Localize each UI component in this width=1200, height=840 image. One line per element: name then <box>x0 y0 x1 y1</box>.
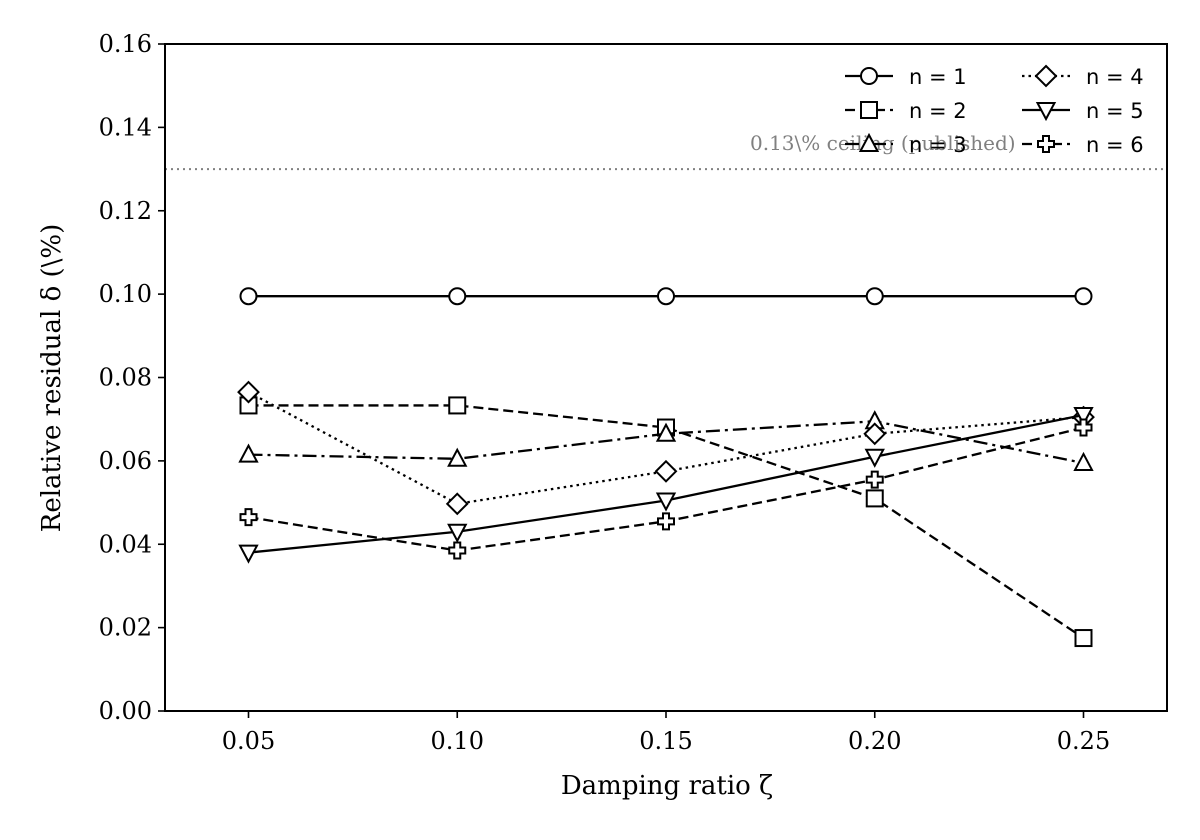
data-point <box>238 544 259 564</box>
data-point <box>655 422 677 442</box>
legend-item: n = 1 <box>845 65 967 89</box>
y-tick-label: 0.02 <box>99 614 152 642</box>
y-tick-label: 0.14 <box>99 113 152 141</box>
x-axis-title: Damping ratio ζ <box>561 771 773 801</box>
legend-label: n = 1 <box>909 65 967 89</box>
data-point <box>448 396 467 415</box>
legend-label: n = 4 <box>1086 65 1144 89</box>
legend-item: n = 2 <box>845 99 967 123</box>
legend-marker <box>1037 135 1055 153</box>
series-1 <box>239 287 1093 306</box>
y-tick-label: 0.10 <box>99 280 152 308</box>
legend-label: n = 5 <box>1086 99 1144 123</box>
legend-item: n = 6 <box>1022 133 1144 157</box>
data-point <box>1073 407 1094 427</box>
data-point <box>448 287 467 306</box>
x-tick-label: 0.15 <box>639 727 692 755</box>
y-tick-label: 0.12 <box>99 197 152 225</box>
x-tick-label: 0.05 <box>222 727 275 755</box>
legend-item: n = 5 <box>1022 99 1144 123</box>
legend-item: n = 3 <box>845 132 967 157</box>
data-point <box>238 443 259 463</box>
y-tick-label: 0.00 <box>99 697 152 725</box>
data-point <box>1074 287 1093 306</box>
legend-label: n = 3 <box>909 133 967 157</box>
y-tick-label: 0.04 <box>99 530 152 558</box>
series-6 <box>239 418 1093 560</box>
data-point <box>445 492 469 516</box>
y-tick-label: 0.08 <box>99 364 152 392</box>
data-point <box>1074 629 1093 648</box>
data-point <box>448 541 467 560</box>
legend-label: n = 2 <box>909 99 967 123</box>
data-point <box>239 287 258 306</box>
data-point <box>657 512 675 531</box>
plot-area: 0.13\% ceiling (published)0.05 0.10 0.15 0.… <box>99 30 1168 755</box>
data-point <box>447 523 468 543</box>
data-point <box>1073 451 1094 471</box>
data-point <box>657 287 675 306</box>
legend-marker <box>1034 64 1058 88</box>
legend-marker <box>860 101 878 119</box>
data-point <box>864 448 885 468</box>
data-point <box>865 287 884 306</box>
data-point <box>237 380 260 404</box>
legend-label: n = 6 <box>1086 133 1144 157</box>
x-tick-label: 0.10 <box>431 727 484 755</box>
data-point <box>447 447 468 467</box>
legend-marker <box>860 67 878 85</box>
data-point <box>239 508 258 527</box>
series-3 <box>238 410 1094 471</box>
x-tick-label: 0.25 <box>1057 727 1110 755</box>
data-point <box>863 422 887 446</box>
series-line <box>248 404 1085 640</box>
x-tick-label: 0.20 <box>848 727 901 755</box>
y-axis-title: Relative residual δ (\%) <box>37 224 67 533</box>
data-point <box>1074 418 1093 437</box>
data-point <box>654 459 678 483</box>
data-point <box>865 470 884 489</box>
y-tick-label: 0.16 <box>99 30 152 58</box>
legend-item: n = 4 <box>1022 64 1144 89</box>
legend: n = 1 n = 2 n = 3 n = 4 n = 5 n = 6 <box>845 64 1144 157</box>
data-point <box>865 489 884 508</box>
series-line <box>247 391 1084 506</box>
data-point <box>655 492 677 512</box>
legend-marker <box>1035 102 1057 122</box>
legend-marker <box>858 132 880 152</box>
y-tick-label: 0.06 <box>99 447 152 475</box>
series-line <box>248 420 1084 465</box>
